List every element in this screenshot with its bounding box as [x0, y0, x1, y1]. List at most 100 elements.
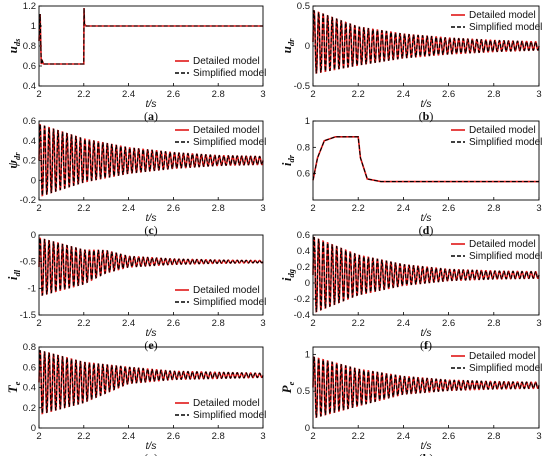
- x-tick-label: 2.2: [77, 431, 90, 442]
- x-tick-label: 3: [260, 318, 265, 329]
- legend-label-simplified: Simplified model: [469, 363, 542, 374]
- x-tick-label: 2.8: [487, 431, 500, 442]
- panel-caption: (f): [420, 338, 432, 352]
- x-tick-label: 2.4: [397, 431, 410, 442]
- y-tick-label: 0.8: [23, 41, 36, 52]
- y-tick-label: 0: [31, 423, 36, 434]
- x-tick-label: 3: [536, 89, 541, 100]
- y-tick-label: 1: [31, 21, 36, 32]
- y-tick-label: 0.6: [23, 116, 36, 127]
- legend-label-detailed: Detailed model: [193, 285, 260, 296]
- x-tick-label: 2.6: [442, 318, 455, 329]
- x-axis-label: t/s: [145, 212, 157, 224]
- x-tick-label: 2.4: [397, 318, 410, 329]
- series-simplified-line: [38, 237, 264, 296]
- x-tick-label: 2.2: [352, 318, 365, 329]
- y-tick-label: 1: [305, 349, 310, 360]
- panel-a: 2 2.2 2.4 2.6 2.8 3 0.4 0.6 0.8 1 1.2 t/s uds Detaile…: [5, 1, 266, 123]
- y-tick-label: -0.2: [294, 294, 310, 305]
- y-tick-label: 0.6: [297, 169, 310, 180]
- panel-caption: (a): [144, 109, 158, 123]
- y-tick-label: 0.2: [297, 262, 310, 273]
- axes-frame: [312, 346, 540, 429]
- y-tick-label: 0: [305, 278, 310, 289]
- x-tick-label: 2: [36, 318, 41, 329]
- x-tick-label: 3: [536, 431, 541, 442]
- x-tick-label: 3: [260, 431, 265, 442]
- y-tick-label: 0.5: [297, 386, 310, 397]
- y-tick-label: 0.5: [297, 1, 310, 12]
- x-tick-label: 2.2: [77, 89, 90, 100]
- x-tick-label: 2.8: [487, 203, 500, 214]
- x-tick-label: 2.2: [352, 203, 365, 214]
- legend-label-detailed: Detailed model: [469, 10, 536, 21]
- legend-label-simplified: Simplified model: [469, 22, 542, 33]
- y-tick-label: 0.4: [23, 81, 36, 92]
- legend-label-simplified: Simplified model: [193, 137, 266, 148]
- y-axis-label: idl: [5, 269, 22, 280]
- x-axis-label: t/s: [420, 98, 432, 110]
- y-tick-label: -1: [28, 283, 36, 294]
- panel-caption: (g): [144, 451, 158, 456]
- x-tick-label: 2.8: [212, 318, 225, 329]
- panel-caption: (b): [419, 109, 434, 123]
- y-tick-label: 0.6: [297, 230, 310, 241]
- x-tick-label: 3: [260, 203, 265, 214]
- series-simplified-line: [312, 356, 540, 418]
- x-tick-label: 2: [36, 431, 41, 442]
- x-tick-label: 2.4: [122, 89, 135, 100]
- x-tick-label: 2.8: [212, 203, 225, 214]
- y-tick-label: -0.5: [20, 257, 36, 268]
- x-tick-label: 2.8: [212, 431, 225, 442]
- x-tick-label: 2.8: [212, 89, 225, 100]
- x-tick-label: 2: [310, 89, 315, 100]
- x-axis-label: t/s: [420, 327, 432, 339]
- x-tick-label: 2: [310, 203, 315, 214]
- x-tick-label: 2: [36, 89, 41, 100]
- y-tick-label: 0.8: [23, 342, 36, 353]
- panel-c: 2 2.2 2.4 2.6 2.8 3 -0.2 0 0.2 0.4 0.6 t/s ψdr Detail…: [5, 116, 266, 237]
- x-tick-label: 2.2: [352, 431, 365, 442]
- y-tick-label: 0.8: [297, 142, 310, 153]
- series-simplified-line: [38, 124, 264, 197]
- y-axis-label: idr: [279, 154, 296, 166]
- y-tick-label: 0.4: [23, 383, 36, 394]
- x-axis-label: t/s: [420, 212, 432, 224]
- x-tick-label: 2: [36, 203, 41, 214]
- x-tick-label: 2.6: [167, 431, 180, 442]
- y-axis-label: udr: [279, 38, 296, 53]
- y-tick-label: 1.2: [23, 1, 36, 12]
- x-tick-label: 2: [310, 318, 315, 329]
- y-tick-label: 0: [31, 230, 36, 241]
- y-tick-label: 0: [31, 175, 36, 186]
- x-tick-label: 2.6: [442, 203, 455, 214]
- legend-label-detailed: Detailed model: [193, 56, 260, 67]
- x-tick-label: 2.6: [167, 89, 180, 100]
- axes-frame: [38, 234, 264, 316]
- x-tick-label: 2.6: [167, 203, 180, 214]
- panel-h: 2 2.2 2.4 2.6 2.8 3 0 0.5 1 t/s Pe Detailed modelSi…: [279, 346, 542, 456]
- panel-d: 2 2.2 2.4 2.6 2.8 3 0.6 0.8 1 t/s idr Detailed mode…: [279, 116, 542, 237]
- series-simplified-line: [312, 10, 540, 74]
- panel-caption: (h): [419, 451, 434, 456]
- y-tick-label: -0.2: [20, 195, 36, 206]
- x-tick-label: 2.4: [122, 203, 135, 214]
- x-tick-label: 3: [260, 89, 265, 100]
- panel-b: 2 2.2 2.4 2.6 2.8 3 -0.5 0 0.5 t/s udr Detailed mod…: [279, 1, 542, 123]
- legend-label-detailed: Detailed model: [469, 125, 536, 136]
- series-simplified-line: [38, 7, 263, 65]
- panel-caption: (e): [144, 338, 157, 352]
- legend-label-simplified: Simplified model: [193, 68, 266, 79]
- x-axis-label: t/s: [145, 98, 157, 110]
- y-axis-label: Te: [5, 381, 22, 393]
- y-tick-label: 0.2: [23, 156, 36, 167]
- x-axis-label: t/s: [420, 440, 432, 452]
- x-tick-label: 2.2: [77, 203, 90, 214]
- x-tick-label: 2.4: [397, 89, 410, 100]
- x-tick-label: 2.4: [122, 431, 135, 442]
- x-tick-label: 3: [536, 318, 541, 329]
- legend-label-detailed: Detailed model: [193, 125, 260, 136]
- x-tick-label: 3: [536, 203, 541, 214]
- y-tick-label: -1.5: [20, 310, 36, 321]
- y-tick-label: 0: [305, 41, 310, 52]
